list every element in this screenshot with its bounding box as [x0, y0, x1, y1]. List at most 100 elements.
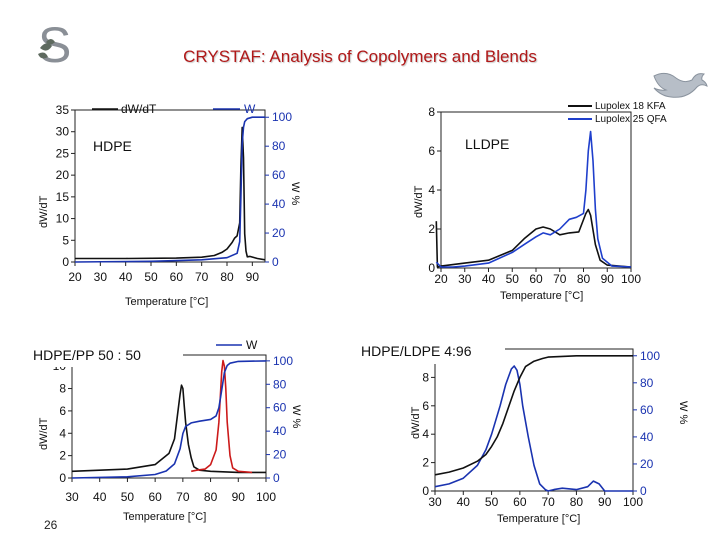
y-tick-label: 6: [422, 399, 429, 413]
x-tick-label: 40: [482, 272, 496, 286]
y-tick-label: 4: [59, 426, 66, 440]
y-tick-label: 8: [422, 370, 429, 384]
x-tick-label: 100: [621, 272, 641, 286]
series-line: [71, 360, 267, 479]
y-tick-label: 0: [59, 471, 66, 485]
y2-tick-label: 60: [272, 168, 286, 182]
x-tick-label: 50: [144, 270, 158, 284]
y2-tick-label: 0: [272, 255, 279, 269]
chart-lldpe-ylabel: dW/dT: [413, 185, 425, 218]
series-line: [434, 365, 633, 492]
y2-tick-label: 60: [640, 403, 654, 417]
chart-hdpe-pp-title: HDPE/PP 50 : 50: [33, 347, 141, 363]
series-line: [434, 355, 633, 476]
plot-frame: [434, 348, 634, 492]
y2-tick-label: 0: [640, 484, 647, 498]
y-tick-label: 15: [56, 190, 70, 204]
chart-hdpe-ldpe-y2label: W %: [677, 401, 689, 424]
x-tick-label: 30: [65, 490, 79, 504]
y2-tick-label: 60: [273, 401, 287, 415]
series-line: [435, 208, 632, 268]
x-tick-label: 50: [121, 490, 135, 504]
y-tick-label: 8: [59, 382, 66, 396]
chart-hdpe-y2label: W %: [289, 182, 301, 205]
x-tick-label: 100: [256, 490, 276, 504]
y-tick-label: 10: [56, 212, 70, 226]
chart-lldpe-xlabel: Temperature [°C]: [500, 290, 583, 302]
x-tick-label: 80: [570, 495, 584, 509]
x-tick-label: 40: [457, 495, 471, 509]
x-tick-label: 60: [148, 490, 162, 504]
y-tick-label: 35: [56, 103, 70, 117]
logo: S: [30, 17, 80, 73]
chart-lldpe: 20 30 40 50 60 70 80 90 100 0 2 4 6 8 LLDPE Lupolex 1…: [413, 101, 667, 302]
x-tick-label: 30: [428, 495, 442, 509]
x-tick-label: 60: [170, 270, 184, 284]
y2-tick-label: 40: [273, 424, 287, 438]
legend-label-w: W: [246, 338, 258, 352]
y2-tick-label: 40: [272, 197, 286, 211]
y-tick-label: 30: [56, 125, 70, 139]
y-tick-label: 0: [428, 261, 435, 275]
y2-tick-label: 80: [273, 377, 287, 391]
bird-logo-icon: [650, 60, 710, 125]
chart-lldpe-title: LLDPE: [465, 136, 509, 152]
y-tick-label: 8: [428, 105, 435, 119]
series-line: [74, 116, 265, 263]
y-tick-label: 6: [59, 404, 66, 418]
y2-tick-label: 20: [640, 457, 654, 471]
x-tick-label: 70: [553, 272, 567, 286]
chart-hdpe-ldpe-title: HDPE/LDPE 4:96: [361, 343, 472, 359]
chart-hdpe-title: HDPE: [93, 138, 132, 154]
series-line: [75, 126, 266, 261]
y2-tick-label: 80: [272, 139, 286, 153]
chart-hdpe-xlabel: Temperature [°C]: [125, 296, 208, 308]
plot-frame: [71, 354, 267, 479]
x-tick-label: 60: [529, 272, 543, 286]
leaf-icon: [38, 39, 55, 59]
chart-hdpe: 20 30 40 50 60 70 80 90051015202530350204060801…: [38, 102, 301, 308]
x-tick-label: 30: [458, 272, 472, 286]
y2-tick-label: 100: [640, 349, 660, 363]
x-tick-label: 30: [94, 270, 108, 284]
x-tick-label: 90: [601, 272, 615, 286]
x-tick-label: 100: [623, 495, 643, 509]
y-tick-label: 2: [428, 222, 435, 236]
page-number: 26: [44, 518, 58, 532]
series-line: [191, 359, 253, 474]
y-tick-label: 6: [428, 144, 435, 158]
chart-hdpe-ldpe-ylabel: dW/dT: [410, 406, 422, 439]
series-line: [71, 384, 266, 474]
legend-label-25qfa: Lupolex 25 QFA: [595, 114, 667, 125]
y2-tick-label: 40: [640, 430, 654, 444]
plot-frame: [74, 109, 266, 263]
x-tick-label: 40: [119, 270, 133, 284]
legend-label-w: W: [244, 102, 256, 116]
y-tick-label: 4: [428, 183, 435, 197]
legend-label-18kfa: Lupolex 18 KFA: [595, 101, 666, 112]
y-tick-label: 20: [56, 168, 70, 182]
slide-title: CRYSTAF: Analysis of Copolymers and Blen…: [183, 47, 537, 66]
chart-hdpe-ylabel: dW/dT: [38, 195, 50, 228]
chart-hdpe-pp-ylabel: dW/dT: [38, 417, 50, 450]
chart-hdpe-pp: 304050607080901000246810020406080100 HDP…: [30, 338, 302, 523]
x-tick-label: 80: [220, 270, 234, 284]
chart-hdpe-ldpe-xlabel: Temperature [°C]: [497, 513, 580, 525]
x-tick-label: 80: [204, 490, 218, 504]
y2-tick-label: 100: [272, 110, 292, 124]
chart-hdpe-pp-xlabel: Temperature [°C]: [123, 511, 206, 523]
y-tick-label: 0: [422, 484, 429, 498]
y2-tick-label: 0: [273, 471, 280, 485]
y2-tick-label: 20: [273, 448, 287, 462]
y-tick-label: 4: [422, 427, 429, 441]
x-tick-label: 70: [176, 490, 190, 504]
x-tick-label: 70: [195, 270, 209, 284]
x-tick-label: 90: [232, 490, 246, 504]
x-tick-label: 90: [598, 495, 612, 509]
y-tick-label: 2: [422, 456, 429, 470]
y-tick-label: 5: [62, 233, 69, 247]
x-tick-label: 60: [513, 495, 527, 509]
y-tick-label: 25: [56, 146, 70, 160]
x-tick-label: 40: [93, 490, 107, 504]
